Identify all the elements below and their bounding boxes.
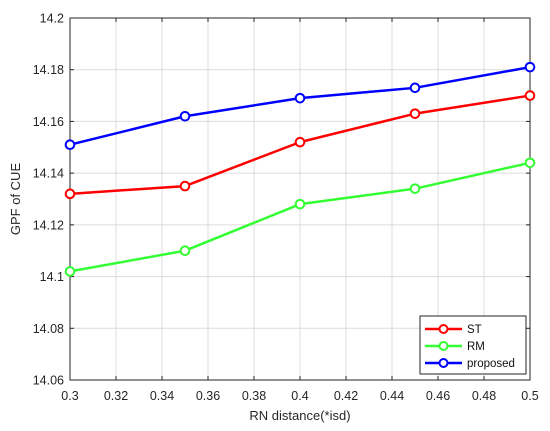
data-point (409, 183, 421, 194)
legend-marker (438, 341, 449, 351)
data-point (179, 110, 191, 122)
x-tick-label: 0.46 (426, 389, 450, 403)
series-proposed (64, 61, 536, 150)
data-point (524, 157, 536, 169)
x-tick-label: 0.3 (61, 389, 78, 403)
data-point (524, 61, 536, 73)
legend-label: ST (467, 324, 482, 336)
data-point (409, 108, 421, 119)
y-tick-label: 14.16 (33, 115, 64, 129)
y-axis-label: GPF of CUE (8, 163, 23, 236)
legend-item-proposed: proposed (425, 358, 515, 370)
data-point (179, 180, 191, 192)
y-tick-label: 14.18 (33, 63, 64, 77)
series-st (64, 90, 536, 200)
x-tick-label: 0.44 (380, 389, 404, 403)
x-tick-label: 0.42 (334, 389, 358, 403)
legend: ST RM proposed (419, 315, 527, 375)
y-tick-label: 14.14 (33, 167, 64, 181)
data-point (409, 82, 421, 94)
data-point (294, 92, 306, 104)
y-tick-label: 14.1 (40, 270, 64, 284)
x-tick-label: 0.32 (104, 389, 128, 403)
y-tick-label: 14.08 (33, 322, 64, 336)
y-tick-label: 14.12 (33, 218, 64, 232)
data-point (294, 136, 306, 148)
x-axis-label: RN distance(*isd) (249, 408, 350, 423)
legend-label: proposed (467, 358, 515, 370)
data-point (64, 139, 76, 150)
x-tick-label: 0.36 (196, 389, 220, 403)
data-point (64, 266, 76, 277)
x-axis-ticks: 0.3 0.32 0.34 0.36 0.38 0.4 0.42 0.44 0.46 0.48 0.… (61, 18, 539, 403)
legend-marker (438, 324, 449, 334)
x-tick-label: 0.34 (150, 389, 174, 403)
x-tick-label: 0.4 (291, 389, 308, 403)
x-tick-label: 0.5 (521, 389, 538, 403)
series-rm (64, 157, 536, 277)
y-axis-ticks: 14.06 14.08 14.1 14.12 14.14 14.16 14.18 14.2 (33, 12, 530, 388)
y-tick-label: 14.2 (40, 12, 64, 26)
data-series (64, 61, 536, 277)
x-tick-label: 0.48 (472, 389, 496, 403)
x-tick-label: 0.38 (242, 389, 266, 403)
legend-item-st: ST (425, 324, 482, 336)
data-point (524, 90, 536, 101)
y-tick-label: 14.06 (33, 374, 64, 388)
data-point (294, 198, 306, 210)
legend-item-rm: RM (425, 341, 485, 353)
legend-label: RM (467, 341, 485, 353)
data-point (179, 245, 191, 257)
legend-marker (438, 358, 449, 368)
data-point (64, 188, 76, 200)
